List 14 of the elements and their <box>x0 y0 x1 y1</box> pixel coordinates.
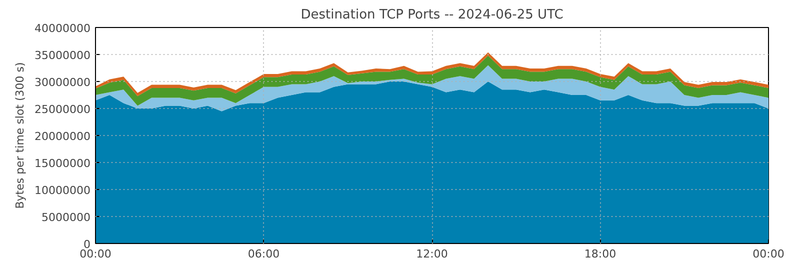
y-tick-label: 10000000 <box>34 184 91 197</box>
x-tick-label: 00:00 <box>752 248 784 260</box>
y-tick-label: 15000000 <box>34 157 91 170</box>
y-tick-label: 35000000 <box>34 49 91 62</box>
y-tick-label: 5000000 <box>42 211 91 224</box>
y-tick-label: 20000000 <box>34 130 91 143</box>
y-tick-label: 30000000 <box>34 76 91 89</box>
y-tick-label: 25000000 <box>34 103 91 116</box>
x-tick-label: 12:00 <box>416 248 448 260</box>
y-tick-label: 40000000 <box>34 22 91 35</box>
x-tick-label: 06:00 <box>248 248 280 260</box>
x-tick-label: 18:00 <box>584 248 616 260</box>
chart-title: Destination TCP Ports -- 2024-06-25 UTC <box>300 8 564 22</box>
y-axis-title: Bytes per time slot (300 s) <box>14 62 27 209</box>
